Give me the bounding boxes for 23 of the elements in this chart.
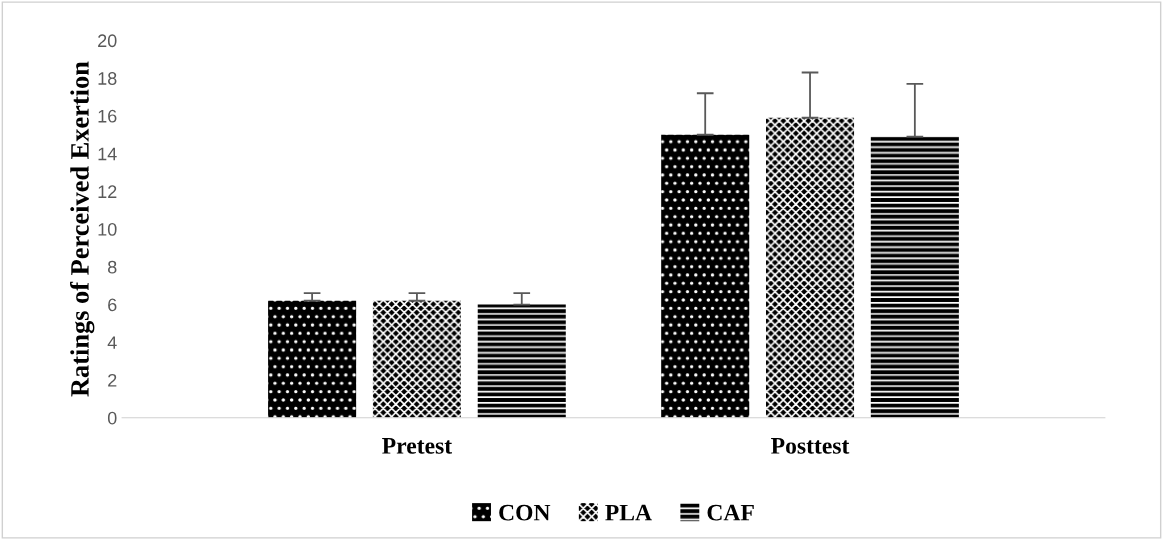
y-tick-label: 14: [98, 147, 117, 161]
bar: [477, 304, 566, 418]
y-axis-title: Ratings of Perceived Exertion: [69, 61, 95, 397]
legend-label: PLA: [605, 504, 652, 521]
y-tick-label: 16: [98, 109, 117, 123]
legend-label: CON: [499, 504, 551, 521]
y-tick-label: 6: [108, 298, 117, 312]
y-tick-label: 8: [108, 260, 117, 274]
bar: [766, 117, 855, 418]
y-tick-label: 12: [98, 185, 117, 198]
bar: [372, 300, 461, 418]
legend-label: CAF: [707, 504, 754, 521]
bar: [661, 134, 750, 418]
bar: [870, 136, 959, 418]
y-tick-label: 20: [98, 34, 117, 48]
y-tick-label: 18: [98, 72, 117, 85]
y-tick-label: 2: [108, 373, 117, 387]
x-tick-label: Posttest: [771, 438, 850, 454]
y-tick-label: 4: [107, 336, 117, 349]
bar: [268, 300, 357, 418]
y-tick-label: 0: [107, 411, 117, 425]
x-tick-label: Pretest: [382, 438, 453, 454]
y-tick-label: 10: [98, 223, 117, 236]
